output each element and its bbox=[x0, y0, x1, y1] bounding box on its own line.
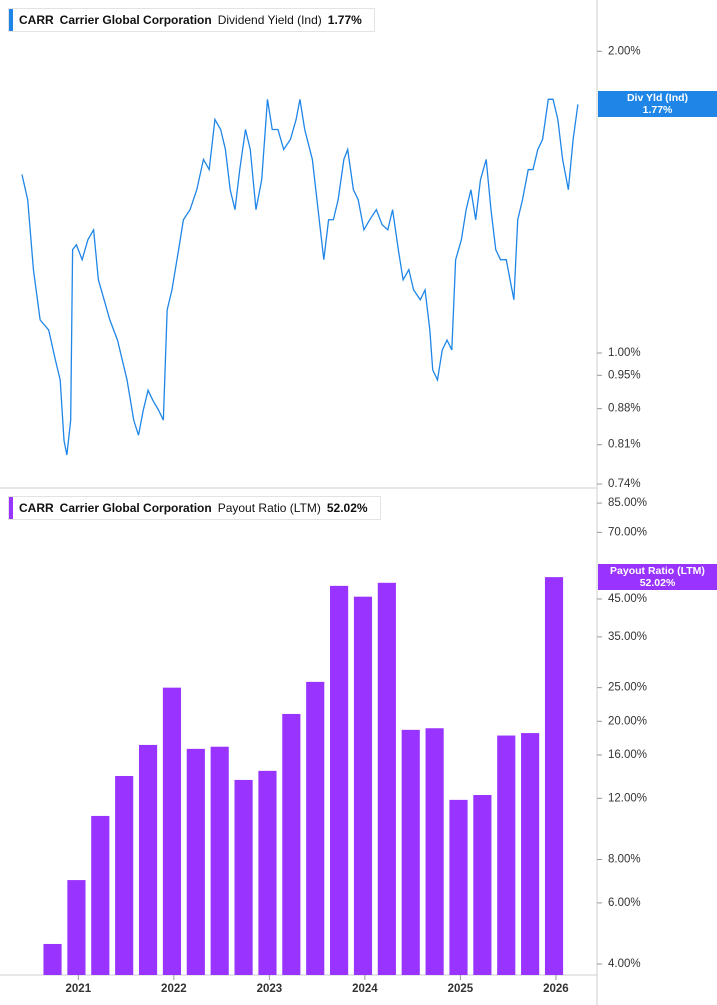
bar bbox=[473, 795, 492, 975]
data-line bbox=[21, 98, 579, 456]
y-tick-label: 12.00% bbox=[608, 792, 647, 804]
y-tick-label: 2.00% bbox=[608, 45, 641, 57]
company: Carrier Global Corporation bbox=[59, 501, 212, 515]
y-tick-label: 45.00% bbox=[608, 593, 647, 605]
x-tick-label: 2025 bbox=[448, 983, 474, 995]
metric: Dividend Yield (Ind) bbox=[217, 13, 322, 27]
bar bbox=[210, 746, 229, 975]
bar bbox=[91, 815, 110, 975]
y-tick-label: 20.00% bbox=[608, 715, 647, 727]
badge-label: Div Yld (Ind) bbox=[626, 92, 689, 105]
y-tick-label: 85.00% bbox=[608, 497, 647, 509]
bar bbox=[138, 744, 158, 975]
ticker: CARR bbox=[19, 13, 54, 27]
legend-swatch bbox=[9, 497, 13, 519]
current-value: 1.77% bbox=[327, 13, 362, 27]
bar bbox=[43, 943, 62, 975]
y-tick-label: 16.00% bbox=[608, 749, 647, 761]
metric: Payout Ratio (LTM) bbox=[217, 501, 321, 515]
y-tick-label: 8.00% bbox=[608, 854, 641, 866]
current-value: 52.02% bbox=[326, 501, 368, 515]
bar bbox=[377, 582, 396, 975]
bar bbox=[425, 728, 444, 975]
bar bbox=[544, 577, 564, 975]
bar bbox=[162, 687, 182, 975]
badge-value: 1.77% bbox=[642, 104, 673, 117]
bar bbox=[353, 596, 373, 975]
y-tick-label: 4.00% bbox=[608, 958, 641, 970]
bar bbox=[401, 729, 420, 975]
y-tick-label: 70.00% bbox=[608, 526, 647, 538]
bar bbox=[521, 733, 540, 975]
x-tick-label: 2026 bbox=[543, 983, 569, 995]
bar bbox=[115, 775, 134, 975]
y-tick-label: 35.00% bbox=[608, 631, 647, 643]
legend-swatch bbox=[9, 9, 13, 31]
legend-header: CARR Carrier Global Corporation Dividend Y… bbox=[8, 8, 375, 32]
y-tick-label: 0.74% bbox=[608, 478, 641, 490]
legend-header: CARR Carrier Global Corporation Payout Rat… bbox=[8, 496, 381, 520]
y-tick-label: 1.00% bbox=[608, 347, 641, 359]
bar bbox=[497, 735, 516, 975]
bar bbox=[258, 770, 277, 975]
current-badge: Div Yld (Ind) 1.77% bbox=[598, 91, 717, 118]
bar bbox=[67, 880, 86, 975]
bar bbox=[234, 779, 253, 975]
y-tick-label: 25.00% bbox=[608, 682, 647, 694]
bar bbox=[186, 748, 205, 975]
x-tick-label: 2022 bbox=[161, 983, 187, 995]
badge-label: Payout Ratio (LTM) bbox=[610, 565, 705, 578]
bar bbox=[449, 799, 468, 975]
y-tick-label: 0.81% bbox=[608, 439, 641, 451]
bar bbox=[282, 713, 301, 975]
x-tick-label: 2023 bbox=[257, 983, 283, 995]
y-tick-label: 0.95% bbox=[608, 369, 641, 381]
current-badge: Payout Ratio (LTM) 52.02% bbox=[598, 564, 717, 591]
x-tick-label: 2021 bbox=[66, 983, 92, 995]
y-tick-label: 6.00% bbox=[608, 897, 641, 909]
ticker: CARR bbox=[19, 501, 54, 515]
company: Carrier Global Corporation bbox=[59, 13, 212, 27]
y-tick-label: 0.88% bbox=[608, 403, 641, 415]
badge-value: 52.02% bbox=[639, 577, 676, 590]
x-tick-label: 2024 bbox=[352, 983, 378, 995]
bar bbox=[330, 585, 349, 975]
bar bbox=[306, 681, 325, 975]
